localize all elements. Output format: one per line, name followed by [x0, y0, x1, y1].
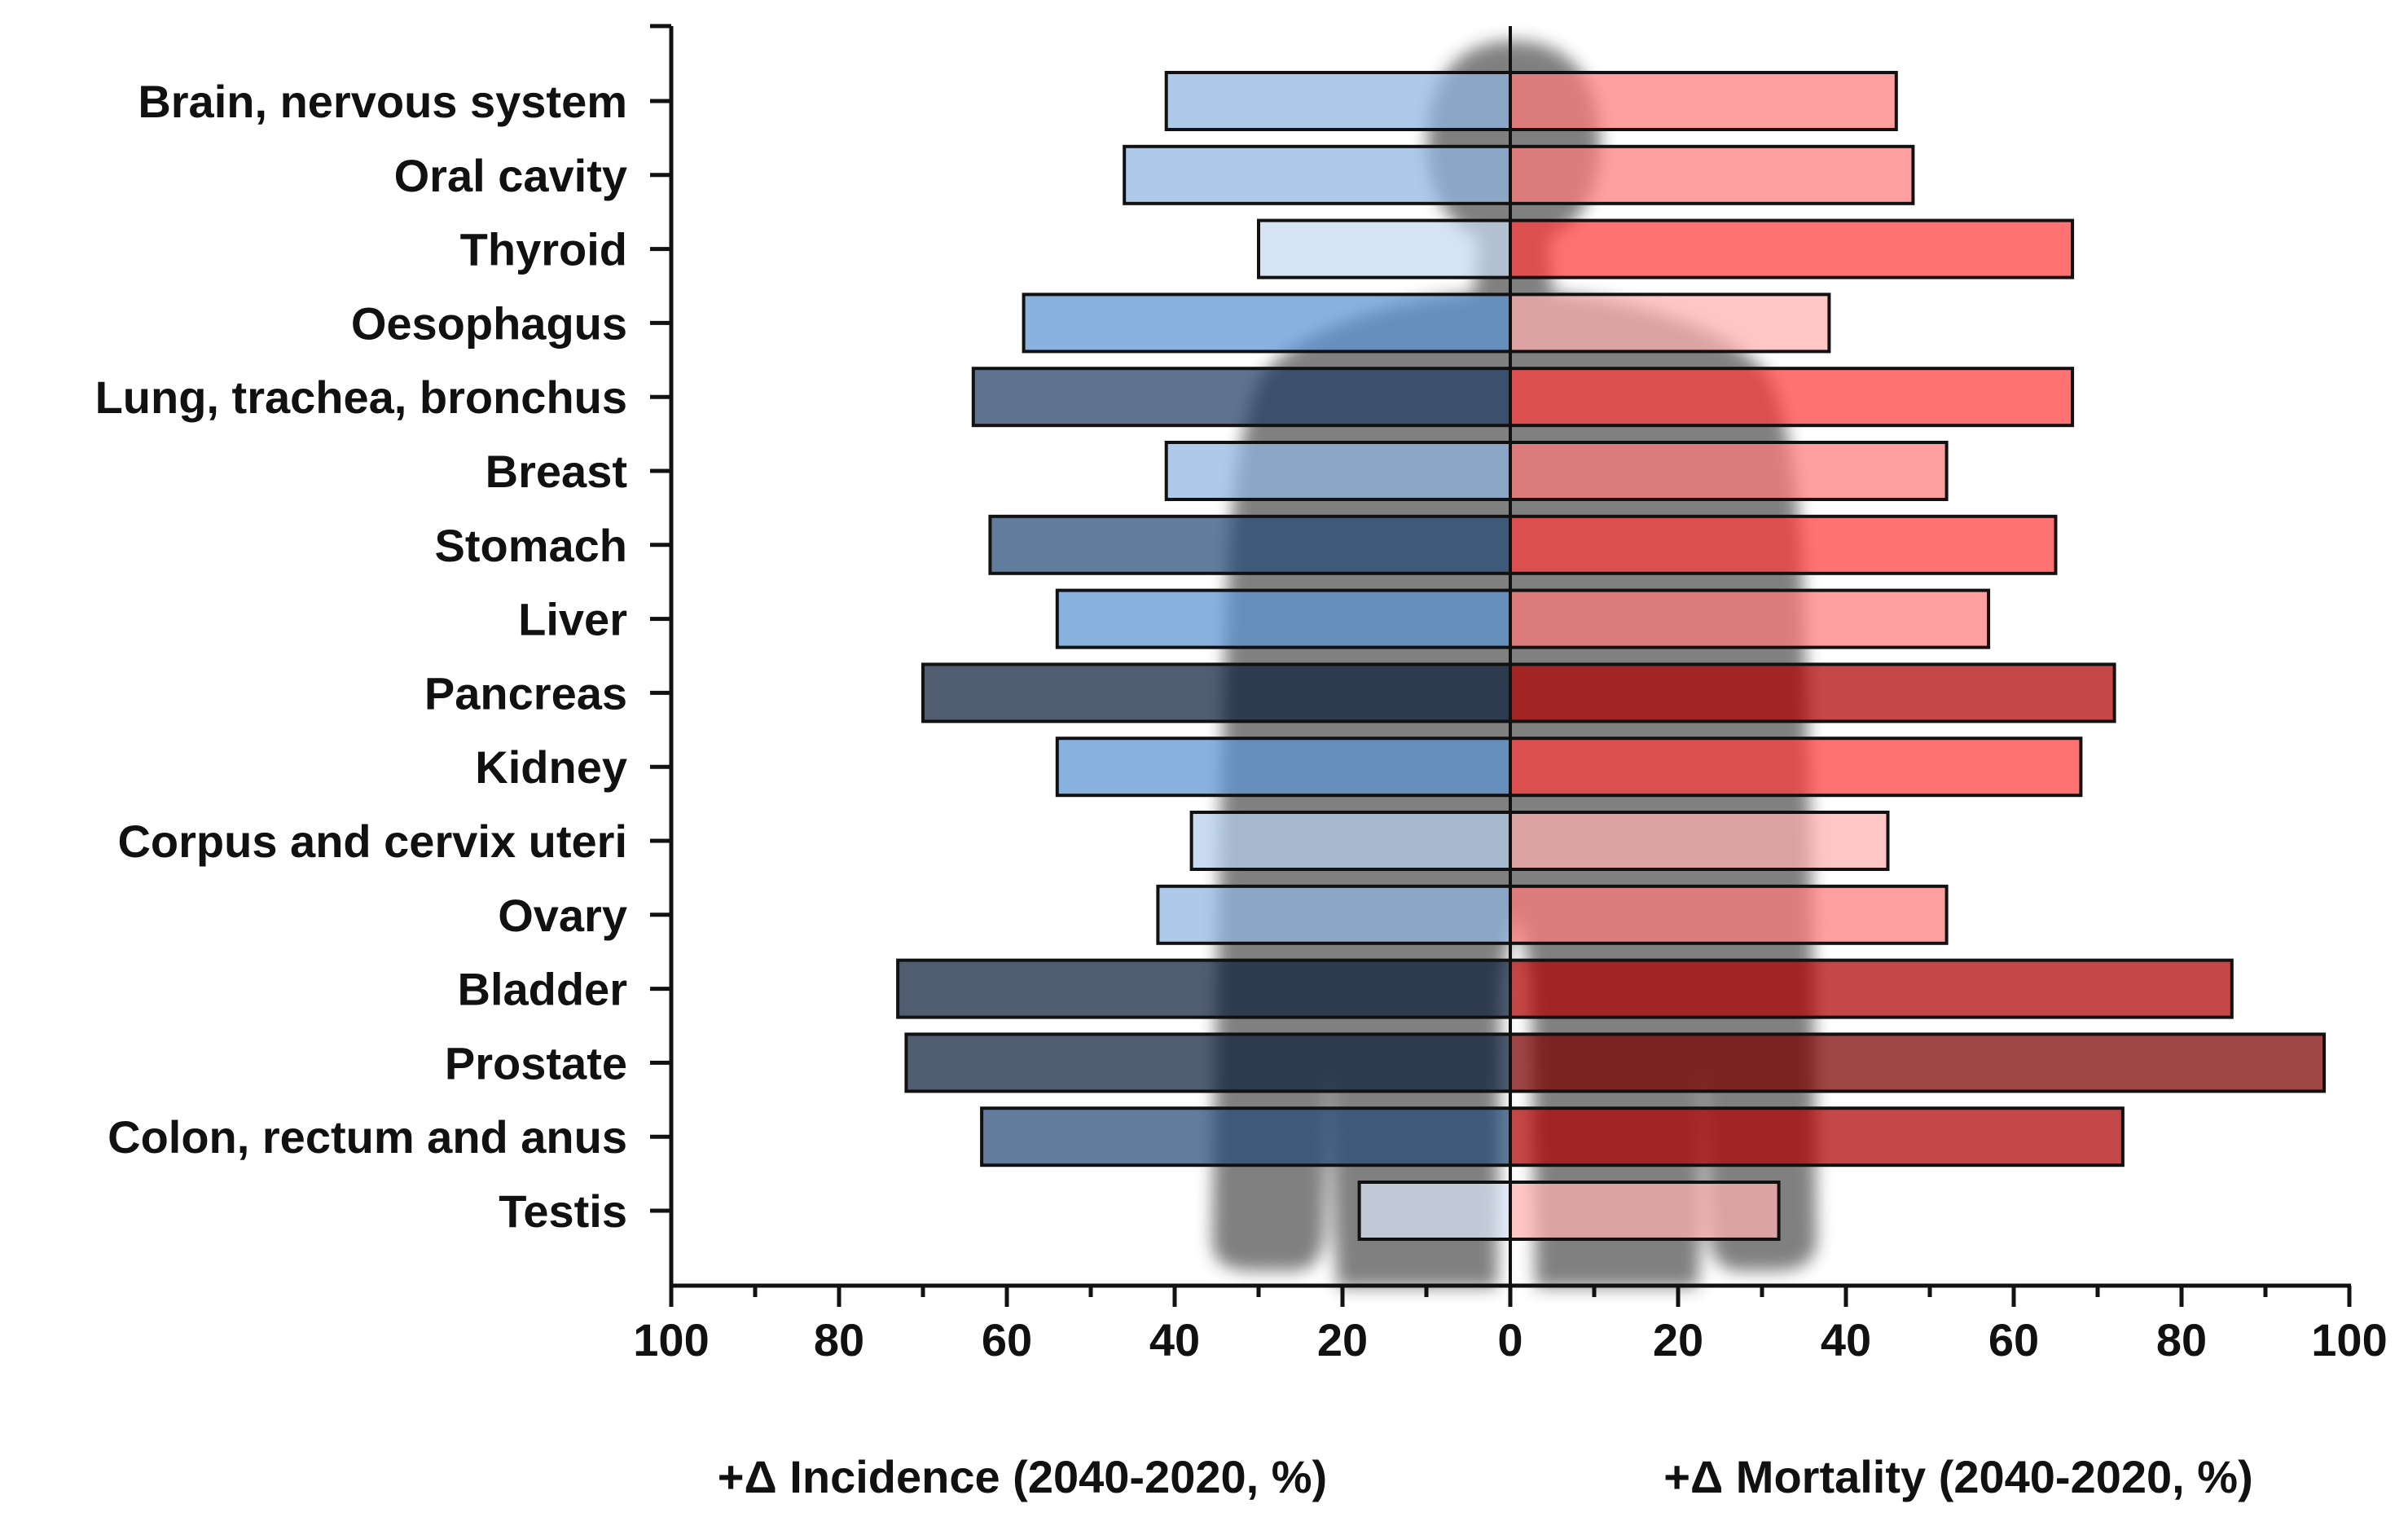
bar-mortality — [1509, 662, 2116, 723]
bar-mortality — [1509, 71, 1898, 131]
x-tick-label-right: 20 — [1653, 1314, 1703, 1365]
bar-incidence — [1156, 884, 1513, 945]
bar-incidence — [904, 1032, 1512, 1093]
category-label: Testis — [499, 1185, 627, 1237]
bar-incidence — [971, 367, 1513, 428]
bar-incidence — [980, 1106, 1512, 1168]
category-label: Thyroid — [460, 224, 627, 275]
bar-incidence — [1257, 218, 1512, 279]
bar-mortality — [1509, 958, 2234, 1019]
axes-layer — [650, 24, 2352, 1307]
bar-mortality — [1509, 1032, 2327, 1093]
bar-mortality — [1509, 144, 1915, 205]
bar-incidence — [1022, 292, 1512, 354]
x-tick-label-right: 80 — [2156, 1314, 2207, 1365]
bar-incidence — [1164, 441, 1512, 501]
bar-mortality — [1509, 588, 1991, 649]
category-label: Oral cavity — [394, 150, 627, 201]
x-axis-label-right: +Δ Mortality (2040-2020, %) — [1663, 1451, 2252, 1502]
category-label: Colon, rectum and anus — [108, 1111, 627, 1163]
bar-mortality — [1509, 1106, 2125, 1168]
labels-layer: Brain, nervous system Oral cavity Thyroid O… — [95, 76, 2388, 1365]
category-label: Prostate — [445, 1037, 627, 1088]
category-label: Oesophagus — [351, 297, 627, 349]
category-label: Bladder — [458, 964, 628, 1015]
bar-incidence — [1357, 1181, 1512, 1241]
category-label: Brain, nervous system — [138, 76, 627, 127]
x-tick-label-right: 40 — [1821, 1314, 1871, 1365]
x-tick-label-left: 80 — [814, 1314, 864, 1365]
bar-mortality — [1509, 737, 2083, 798]
bar-incidence — [1055, 588, 1513, 649]
bar-mortality — [1509, 811, 1890, 871]
bar-mortality — [1509, 884, 1949, 945]
x-tick-label-left: 100 — [633, 1314, 709, 1365]
category-label: Corpus and cervix uteri — [117, 816, 627, 867]
x-tick-label-left: 0 — [1497, 1314, 1523, 1365]
category-label: Liver — [518, 594, 627, 645]
category-label: Stomach — [435, 520, 628, 571]
x-tick-label-right: 60 — [1988, 1314, 2039, 1365]
bar-incidence — [896, 958, 1512, 1019]
category-label: Breast — [486, 446, 627, 497]
bar-mortality — [1509, 514, 2058, 575]
category-label: Kidney — [475, 741, 627, 793]
x-tick-label-left: 40 — [1149, 1314, 1200, 1365]
bar-incidence — [1123, 144, 1512, 205]
x-tick-label-left: 20 — [1317, 1314, 1368, 1365]
bar-mortality — [1509, 367, 2075, 428]
x-tick-label-right: 100 — [2311, 1314, 2387, 1365]
bar-mortality — [1509, 441, 1949, 501]
x-axis-label-left: +Δ Incidence (2040-2020, %) — [718, 1451, 1327, 1502]
bar-mortality — [1509, 292, 1831, 354]
bars-layer — [896, 71, 2327, 1241]
category-label: Lung, trachea, bronchus — [95, 372, 627, 423]
bar-incidence — [1055, 737, 1513, 798]
bar-mortality — [1509, 1181, 1781, 1241]
bar-incidence — [1189, 811, 1512, 871]
x-tick-label-left: 60 — [982, 1314, 1032, 1365]
bar-incidence — [1164, 71, 1512, 131]
bar-incidence — [921, 662, 1512, 723]
bar-incidence — [988, 514, 1512, 575]
category-label: Pancreas — [424, 667, 627, 719]
category-label: Ovary — [498, 890, 627, 941]
bar-mortality — [1509, 218, 2075, 279]
